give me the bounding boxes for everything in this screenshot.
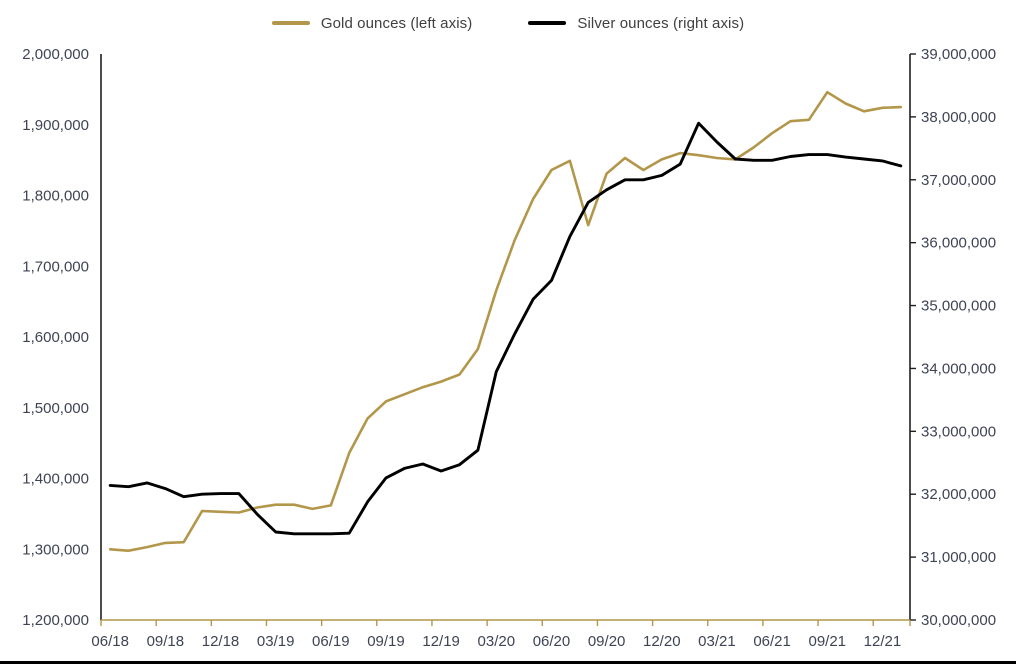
- x-axis-tick-label: 03/21: [698, 633, 736, 650]
- legend-item-gold: Gold ounces (left axis): [271, 14, 473, 32]
- right-axis-tick-label: 34,000,000: [921, 360, 996, 377]
- right-axis-tick-label: 35,000,000: [921, 298, 996, 315]
- x-axis-tick-label: 06/18: [91, 633, 129, 650]
- right-axis-tick-label: 32,000,000: [921, 486, 996, 503]
- x-axis-tick-label: 03/20: [478, 633, 516, 650]
- left-axis-tick-label: 2,000,000: [22, 46, 89, 63]
- x-axis-tick-label: 12/21: [864, 633, 902, 650]
- left-axis-tick-label: 1,700,000: [22, 258, 89, 275]
- chart-legend: Gold ounces (left axis) Silver ounces (r…: [0, 8, 1016, 38]
- x-axis-tick-label: 09/20: [588, 633, 626, 650]
- right-axis-tick-label: 37,000,000: [921, 172, 996, 189]
- x-axis-tick-label: 12/20: [643, 633, 681, 650]
- x-axis-tick-label: 06/20: [533, 633, 571, 650]
- x-axis-tick-label: 03/19: [257, 633, 295, 650]
- silver-ounces-line: [108, 121, 903, 536]
- x-axis-tick-label: 12/19: [422, 633, 460, 650]
- right-axis-tick-label: 33,000,000: [921, 423, 996, 440]
- right-axis-tick-label: 30,000,000: [921, 612, 996, 629]
- x-axis-tick-label: 06/19: [312, 633, 350, 650]
- legend-label-gold: Gold ounces (left axis): [320, 14, 473, 32]
- right-axis-tick-label: 39,000,000: [921, 46, 996, 63]
- left-axis-tick-label: 1,600,000: [22, 329, 89, 346]
- window-bottom-border: [0, 661, 1016, 664]
- right-axis-tick-label: 31,000,000: [921, 549, 996, 566]
- silver-line-swatch-icon: [528, 21, 567, 25]
- left-axis-tick-label: 1,800,000: [22, 188, 89, 205]
- left-axis-tick-label: 1,200,000: [22, 612, 89, 629]
- legend-item-silver: Silver ounces (right axis): [528, 15, 744, 32]
- left-axis-tick-label: 1,900,000: [22, 117, 89, 134]
- gold-line-swatch-icon: [271, 21, 310, 25]
- legend-label-silver: Silver ounces (right axis): [577, 14, 745, 32]
- right-axis-tick-label: 38,000,000: [921, 109, 996, 126]
- left-axis-tick-label: 1,400,000: [22, 471, 89, 488]
- right-axis-tick-label: 36,000,000: [921, 235, 996, 252]
- x-axis-tick-label: 09/21: [808, 633, 846, 650]
- left-axis-tick-label: 1,300,000: [22, 541, 89, 558]
- x-axis-tick-label: 12/18: [202, 633, 240, 650]
- x-axis-tick-label: 09/19: [367, 633, 405, 650]
- gold-ounces-line: [108, 90, 903, 553]
- x-axis-tick-label: 06/21: [753, 633, 791, 650]
- left-axis-tick-label: 1,500,000: [22, 400, 89, 417]
- x-axis-tick-label: 09/18: [147, 633, 185, 650]
